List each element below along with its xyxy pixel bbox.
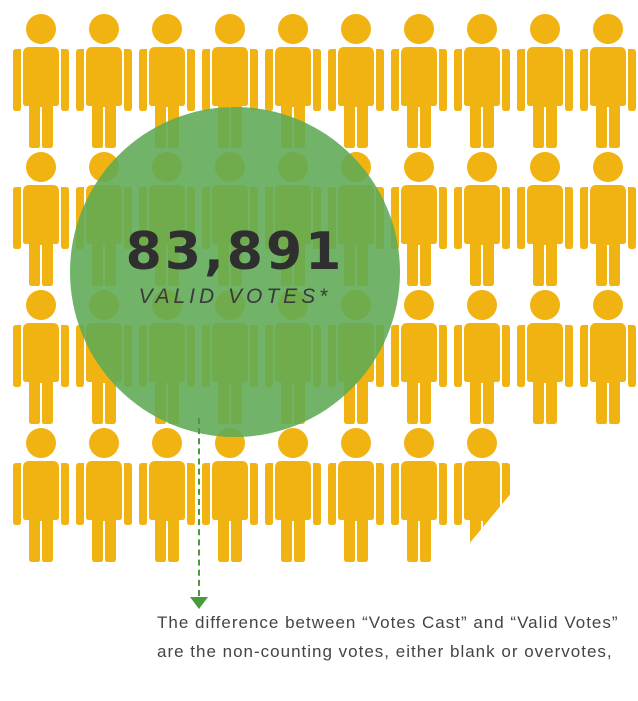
- person-icon-partial: [454, 427, 510, 562]
- person-icon: [391, 151, 447, 286]
- person-icon: [13, 151, 69, 286]
- person-icon: [76, 427, 132, 562]
- valid-votes-count: 83,891: [125, 222, 345, 282]
- person-icon: [391, 289, 447, 424]
- person-icon: [454, 151, 510, 286]
- person-icon: [13, 427, 69, 562]
- person-icon: [391, 13, 447, 148]
- person-icon: [202, 427, 258, 562]
- dashed-arrow-line: [198, 418, 200, 596]
- person-icon: [517, 13, 573, 148]
- person-icon: [580, 151, 636, 286]
- person-icon: [454, 289, 510, 424]
- footnote-text: The difference between “Votes Cast” and …: [157, 613, 619, 661]
- person-icon: [391, 427, 447, 562]
- person-icon: [265, 427, 321, 562]
- valid-votes-label: VALID VOTES*: [138, 285, 332, 308]
- person-icon: [580, 289, 636, 424]
- person-icon: [517, 151, 573, 286]
- person-icon: [328, 13, 384, 148]
- person-icon: [454, 13, 510, 148]
- person-icon: [76, 13, 132, 148]
- person-icon: [580, 13, 636, 148]
- person-icon: [13, 13, 69, 148]
- person-icon: [517, 289, 573, 424]
- person-icon: [139, 427, 195, 562]
- arrow-down-icon: [190, 597, 208, 609]
- person-icon: [328, 427, 384, 562]
- highlight-circle: [70, 107, 400, 437]
- person-icon: [13, 289, 69, 424]
